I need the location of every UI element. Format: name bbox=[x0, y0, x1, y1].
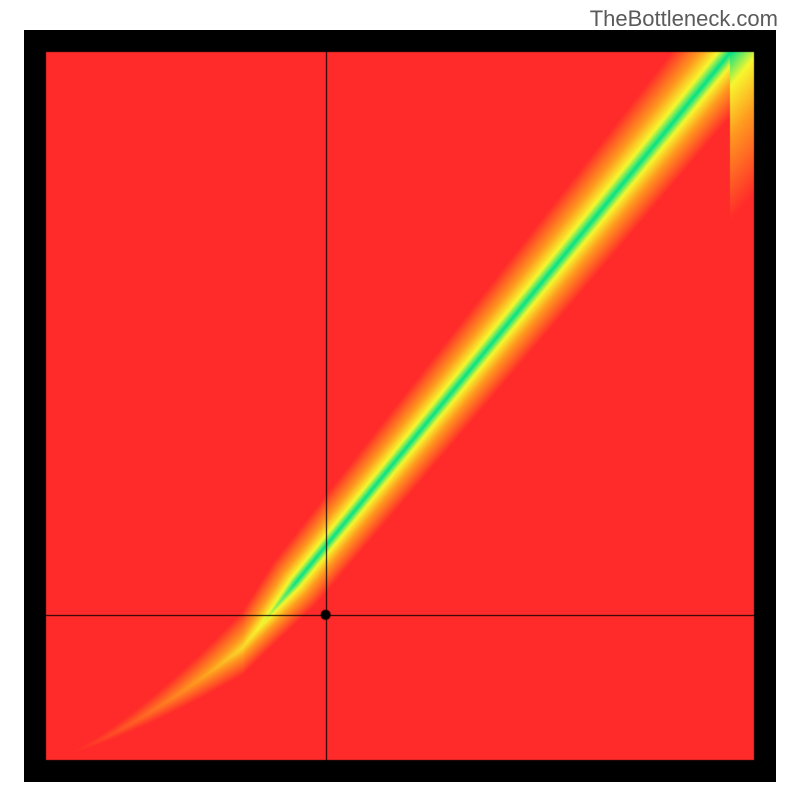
bottleneck-heatmap bbox=[24, 30, 776, 782]
watermark-text: TheBottleneck.com bbox=[590, 6, 778, 32]
plot-frame bbox=[24, 30, 776, 782]
